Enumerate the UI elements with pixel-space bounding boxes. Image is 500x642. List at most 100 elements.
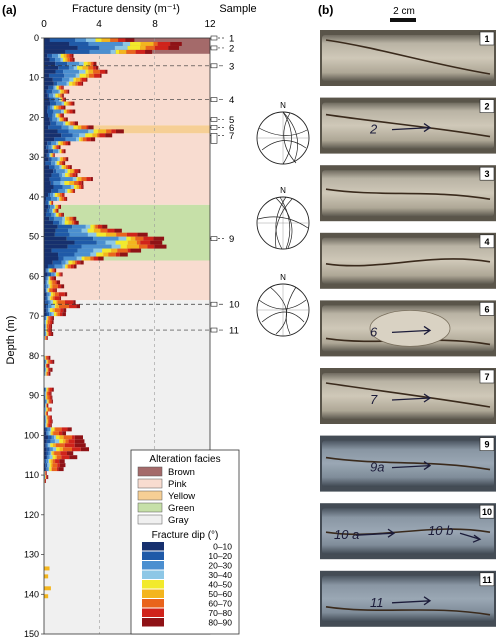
fracture-bar-segment <box>65 157 67 162</box>
fracture-bar-segment <box>45 359 47 364</box>
fracture-bar-segment <box>51 141 57 146</box>
fracture-bar-segment <box>63 192 65 197</box>
fracture-bar-segment <box>119 49 127 54</box>
fracture-bar-segment <box>57 117 60 122</box>
fracture-bar-segment <box>52 268 54 273</box>
fracture-bar-segment <box>59 85 62 90</box>
fracture-bar-segment <box>93 61 97 66</box>
fracture-bar-segment <box>61 109 64 114</box>
fracture-bar-segment <box>60 89 62 94</box>
fracture-bar-segment <box>44 113 49 118</box>
fracture-bar-segment <box>118 236 127 241</box>
fracture-bar-segment <box>62 85 64 90</box>
fracture-bar-segment <box>52 53 59 58</box>
fracture-bar-segment <box>44 296 46 301</box>
fracture-bar-segment <box>47 316 49 321</box>
fracture-bar-segment <box>55 101 62 106</box>
fracture-bar-segment <box>46 399 48 404</box>
fracture-bar-segment <box>44 236 67 241</box>
fracture-bar-segment <box>44 288 45 293</box>
fracture-bar-segment <box>48 324 51 329</box>
fracture-bar-segment <box>93 224 96 229</box>
fracture-bar-segment <box>63 435 73 440</box>
fracture-bar-segment <box>61 105 64 110</box>
fracture-bar-segment <box>45 411 47 416</box>
fracture-bar-segment <box>47 419 50 424</box>
fracture-bar-segment <box>90 224 94 229</box>
fracture-bar-segment <box>50 427 52 432</box>
fracture-bar-segment <box>54 308 61 313</box>
fracture-bar-segment <box>44 371 46 376</box>
sample-box <box>210 97 218 102</box>
fracture-bar-segment <box>117 248 128 253</box>
fracture-bar-segment <box>127 45 141 50</box>
fracture-bar-segment <box>51 431 54 436</box>
fracture-bar-segment <box>47 288 49 293</box>
core-photo-number: 4 <box>484 237 489 247</box>
fracture-bar-segment <box>81 81 84 86</box>
fracture-bar-segment <box>47 399 49 404</box>
fracture-bar-segment <box>72 216 74 221</box>
fracture-bar-segment <box>85 38 96 42</box>
fracture-bar-segment <box>46 391 49 396</box>
fracture-bar-segment <box>57 81 67 86</box>
fracture-bar-segment <box>49 288 53 293</box>
fracture-bar-segment <box>93 248 103 253</box>
fracture-bar-segment <box>52 89 59 94</box>
fracture-bar-segment <box>98 129 107 134</box>
sample-label: 4 <box>229 95 234 106</box>
fracture-bar-segment <box>46 439 51 444</box>
fracture-bar-segment <box>52 113 56 118</box>
fracture-bar-segment <box>44 173 52 178</box>
fracture-bar-segment <box>102 224 108 229</box>
fracture-bar-segment <box>81 228 88 233</box>
fracture-bar-segment <box>57 284 62 289</box>
fracture-bar-segment <box>54 97 60 102</box>
fracture-bar-segment <box>64 73 76 78</box>
fracture-bar-segment <box>61 165 64 170</box>
fracture-bar-segment <box>48 85 54 90</box>
fracture-bar-segment <box>44 121 51 126</box>
fracture-bar-segment <box>58 256 64 261</box>
fracture-bar-segment <box>101 38 111 42</box>
stereonet-plot: N <box>256 101 310 165</box>
y-tick-label: 60 <box>29 271 39 281</box>
sample-box <box>210 236 218 241</box>
fracture-bar-segment <box>52 192 55 197</box>
fracture-bar-segment <box>56 169 65 174</box>
fracture-bar-segment <box>74 188 76 193</box>
core-fracture-line <box>325 456 491 471</box>
fracture-bar-segment <box>45 387 47 392</box>
fracture-bar-segment <box>50 324 53 329</box>
fracture-bar-segment <box>48 387 50 392</box>
fracture-bar-segment <box>54 165 60 170</box>
fracture-bar-segment <box>97 133 100 138</box>
fracture-bar-segment <box>66 53 70 58</box>
core-cylinder <box>322 237 494 284</box>
sample-label: 10 <box>229 300 240 311</box>
fracture-bar-segment <box>65 137 76 142</box>
fracture-bar-segment <box>44 204 49 209</box>
fracture-bar-segment <box>48 300 51 305</box>
fracture-bar-segment <box>44 359 46 364</box>
fracture-bar-segment <box>85 69 89 74</box>
fracture-bar-segment <box>111 244 121 249</box>
fracture-bar-segment <box>76 304 81 309</box>
fracture-bar-segment <box>108 252 116 257</box>
fracture-bar-segment <box>80 185 83 189</box>
fracture-bar-segment <box>70 185 74 189</box>
fracture-bar-segment <box>51 272 55 277</box>
fracture-bar-segment <box>47 320 51 325</box>
core-photo: 77 <box>320 368 496 424</box>
fracture-bar-segment <box>99 69 106 74</box>
fracture-bar-segment <box>54 304 57 309</box>
sample-label: 11 <box>229 326 239 337</box>
fracture-bar-segment <box>54 296 60 301</box>
fracture-bar-segment <box>93 256 99 261</box>
fracture-bar-segment <box>47 141 52 146</box>
fracture-bar-segment <box>60 117 63 122</box>
fracture-bar-segment <box>46 419 48 424</box>
fracture-bar-segment <box>44 248 52 253</box>
y-tick-label: 90 <box>29 391 39 401</box>
sample-label: 5 <box>229 115 234 126</box>
